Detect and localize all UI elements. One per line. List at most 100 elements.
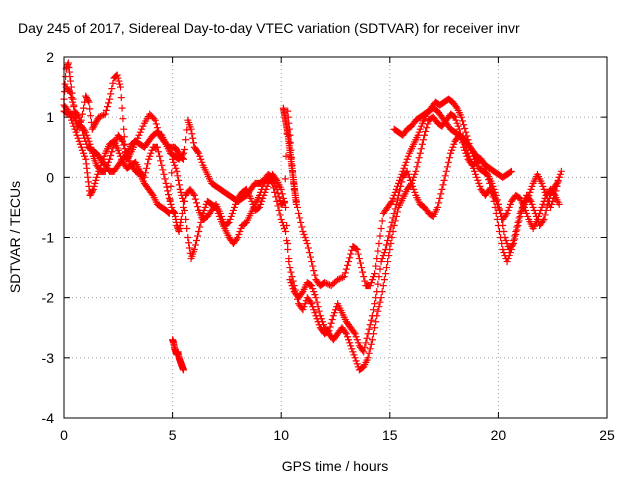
data-point bbox=[490, 197, 498, 205]
data-point bbox=[353, 360, 361, 368]
series-track-5 bbox=[169, 336, 187, 374]
grid bbox=[64, 57, 607, 418]
data-point bbox=[271, 188, 279, 196]
data-point bbox=[303, 240, 311, 248]
x-tick-label: 0 bbox=[60, 427, 68, 443]
data-point bbox=[376, 298, 384, 306]
data-point bbox=[190, 139, 198, 147]
data-point bbox=[96, 164, 104, 172]
data-point bbox=[86, 191, 94, 199]
data-point bbox=[452, 103, 460, 111]
data-point bbox=[437, 190, 445, 198]
data-point bbox=[387, 223, 395, 231]
data-point bbox=[152, 120, 160, 128]
data-point bbox=[311, 291, 319, 299]
data-point bbox=[462, 149, 470, 157]
data-point bbox=[495, 206, 503, 214]
data-point bbox=[497, 234, 505, 241]
data-point bbox=[495, 227, 503, 235]
data-point bbox=[80, 149, 88, 157]
data-point bbox=[78, 127, 86, 135]
data-point bbox=[119, 115, 127, 123]
data-point bbox=[313, 298, 321, 306]
data-point bbox=[330, 309, 338, 317]
data-point bbox=[191, 195, 199, 203]
data-point bbox=[538, 203, 546, 211]
data-point bbox=[78, 146, 86, 154]
data-point bbox=[233, 197, 241, 205]
data-point bbox=[414, 158, 422, 166]
data-point bbox=[93, 116, 101, 124]
data-point bbox=[300, 230, 308, 238]
data-point bbox=[510, 237, 518, 245]
data-point bbox=[350, 328, 358, 336]
data-point bbox=[258, 197, 266, 205]
data-point bbox=[475, 179, 483, 187]
data-point bbox=[448, 146, 456, 154]
data-point bbox=[151, 116, 159, 124]
data-point bbox=[87, 190, 95, 198]
data-point bbox=[77, 122, 85, 130]
data-point bbox=[310, 306, 318, 314]
data-point bbox=[450, 140, 458, 148]
data-point bbox=[406, 181, 414, 189]
series-track-7 bbox=[390, 104, 515, 181]
data-point bbox=[377, 294, 385, 302]
data-point bbox=[177, 188, 185, 196]
data-point bbox=[309, 285, 317, 293]
data-point bbox=[237, 224, 245, 232]
data-point bbox=[228, 209, 236, 217]
data-point bbox=[176, 185, 184, 193]
data-point bbox=[177, 215, 185, 223]
x-tick-label: 20 bbox=[491, 427, 507, 443]
data-point bbox=[513, 223, 521, 231]
data-point bbox=[392, 212, 400, 220]
data-point bbox=[61, 80, 69, 88]
data-point bbox=[63, 106, 71, 114]
data-point bbox=[401, 161, 409, 169]
data-point bbox=[179, 203, 187, 211]
data-point bbox=[385, 252, 393, 260]
data-point bbox=[318, 318, 326, 326]
data-point bbox=[307, 298, 315, 306]
data-point bbox=[388, 234, 396, 241]
y-tick-label: -4 bbox=[42, 410, 55, 426]
data-point bbox=[551, 191, 559, 199]
data-point bbox=[523, 209, 531, 217]
data-point bbox=[100, 111, 108, 119]
data-point bbox=[552, 187, 560, 195]
data-point bbox=[387, 240, 395, 248]
data-point bbox=[326, 323, 334, 331]
data-point bbox=[115, 77, 123, 85]
data-point bbox=[374, 247, 382, 255]
data-point bbox=[153, 143, 161, 151]
data-point bbox=[494, 221, 502, 229]
data-point bbox=[440, 176, 448, 184]
data-point bbox=[114, 146, 122, 154]
data-point bbox=[188, 130, 196, 138]
y-tick-label: 2 bbox=[46, 49, 54, 65]
data-point bbox=[191, 241, 199, 249]
data-point bbox=[389, 194, 397, 202]
data-point bbox=[301, 300, 309, 308]
data-point bbox=[196, 223, 204, 231]
data-point bbox=[417, 122, 425, 130]
data-point bbox=[182, 136, 190, 144]
data-point bbox=[140, 173, 148, 181]
data-point bbox=[143, 164, 151, 172]
data-point bbox=[345, 258, 353, 266]
data-point bbox=[272, 175, 280, 183]
chart-title: Day 245 of 2017, Sidereal Day-to-day VTE… bbox=[18, 20, 520, 36]
data-point bbox=[421, 131, 429, 139]
data-point bbox=[343, 261, 351, 269]
data-point bbox=[68, 94, 76, 102]
data-point bbox=[67, 77, 75, 85]
data-point bbox=[392, 185, 400, 193]
data-point bbox=[492, 209, 500, 217]
data-point bbox=[509, 241, 517, 249]
x-tick-label: 25 bbox=[599, 427, 615, 443]
data-point bbox=[96, 112, 104, 120]
data-point bbox=[157, 157, 165, 165]
data-point bbox=[92, 176, 100, 184]
data-point bbox=[375, 303, 383, 311]
